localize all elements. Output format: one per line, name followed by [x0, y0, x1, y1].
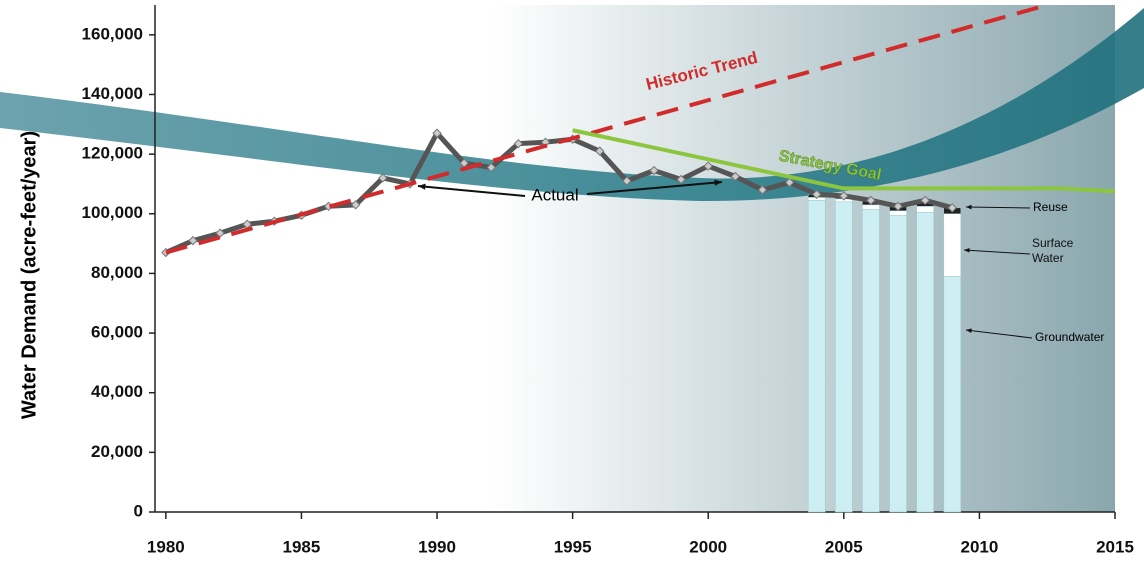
annotation-arrow: [417, 185, 526, 197]
data-point: [730, 171, 741, 182]
data-point: [350, 200, 361, 210]
bar-segment: [835, 201, 853, 513]
y-tick-label: 160,000: [82, 24, 143, 43]
data-point: [595, 146, 605, 156]
y-tick-label: 20,000: [91, 442, 143, 461]
data-point: [215, 228, 225, 238]
projection-band: [0, 8, 1144, 202]
y-tick-label: 120,000: [82, 144, 143, 163]
bar-segment: [916, 206, 934, 213]
bar-segment: [889, 210, 907, 216]
bar-segment: [889, 215, 907, 513]
data-point: [622, 176, 632, 186]
surface-water-label: Surface Water: [1032, 236, 1074, 265]
data-point: [757, 185, 768, 195]
series-line: [572, 128, 1116, 194]
arrow-head: [714, 179, 722, 186]
x-tick-label: 2005: [825, 537, 863, 556]
arrow-head: [966, 328, 972, 333]
data-point: [947, 203, 957, 213]
bar-segment: [862, 204, 880, 210]
annotation-arrow: [963, 249, 1031, 255]
x-tick-label: 1995: [554, 537, 592, 556]
data-point: [703, 161, 713, 171]
series-annotation: Actual: [531, 185, 578, 204]
bar-segment: [807, 200, 826, 513]
data-point: [378, 173, 388, 183]
y-tick-label: 60,000: [91, 323, 143, 342]
x-tick-label: 2010: [960, 537, 998, 556]
arrow-head: [418, 183, 426, 190]
y-tick-label: 0: [134, 501, 143, 520]
data-point: [893, 201, 903, 212]
bar-segment: [943, 276, 962, 513]
data-point: [811, 189, 822, 200]
annotation-arrow: [586, 181, 723, 195]
x-tick-label: 1990: [418, 537, 456, 556]
y-tick-label: 40,000: [91, 382, 143, 401]
bar-segment: [916, 212, 934, 513]
data-point: [784, 177, 795, 188]
x-tick-label: 2000: [689, 537, 727, 556]
annotation-arrow: [965, 329, 1033, 339]
data-point: [676, 174, 686, 185]
arrow-head: [964, 248, 970, 253]
x-tick-label: 1985: [283, 537, 321, 556]
bar-segment: [943, 213, 962, 277]
data-point: [920, 195, 930, 206]
bar-annotation: Reuse: [1033, 200, 1068, 214]
y-tick-label: 140,000: [82, 84, 143, 103]
data-point: [866, 195, 876, 206]
plot-background: [155, 5, 1115, 512]
y-axis-title: Water Demand (acre-feet/year): [18, 131, 40, 419]
data-point: [513, 138, 524, 149]
data-point: [649, 165, 659, 176]
x-tick-label: 1980: [147, 537, 185, 556]
x-tick-label: 2015: [1096, 537, 1134, 556]
y-tick-label: 100,000: [82, 203, 143, 222]
arrow-head: [966, 204, 972, 210]
data-point: [839, 191, 849, 201]
data-point: [432, 128, 442, 138]
data-point: [486, 162, 496, 173]
bar-annotation: Groundwater: [1035, 330, 1104, 344]
data-point: [188, 235, 198, 246]
annotation-arrow: [965, 206, 1031, 209]
bar-segment: [862, 209, 880, 513]
series-line: [165, 3, 1048, 255]
y-tick-label: 80,000: [91, 263, 143, 282]
